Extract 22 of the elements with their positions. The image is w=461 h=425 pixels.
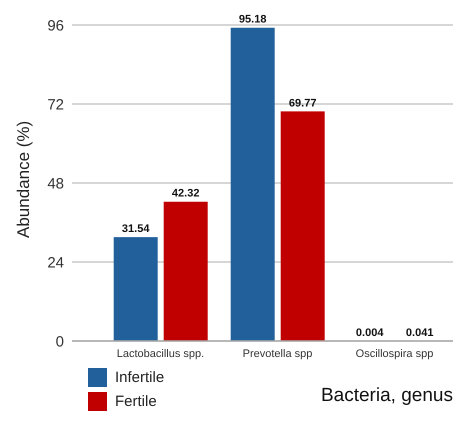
y-tick-label: 72 <box>47 96 64 114</box>
data-label: 0.004 <box>356 326 384 339</box>
legend-label: Fertile <box>115 392 157 410</box>
x-tick-label: Lactobacillus spp. <box>116 348 204 360</box>
data-label: 31.54 <box>122 223 150 236</box>
x-tick-label: Prevotella spp <box>242 348 312 360</box>
y-tick-label: 0 <box>56 333 64 350</box>
bar <box>280 111 325 341</box>
y-tick-label: 48 <box>47 175 64 192</box>
y-tick-label: 24 <box>47 254 64 272</box>
x-axis-title: Bacteria, genus <box>320 385 453 407</box>
data-label: 42.32 <box>172 188 200 200</box>
legend-label: Infertile <box>115 368 164 386</box>
data-label: 0.041 <box>406 326 434 339</box>
bar <box>164 202 208 341</box>
y-axis-title: Abundance (%) <box>14 120 34 238</box>
bar <box>230 28 275 341</box>
bar <box>114 237 158 341</box>
data-label: 95.18 <box>238 14 266 26</box>
y-tick-label: 96 <box>47 17 64 34</box>
data-label: 69.77 <box>288 97 316 110</box>
x-tick-label: Oscillospira spp <box>356 348 434 360</box>
